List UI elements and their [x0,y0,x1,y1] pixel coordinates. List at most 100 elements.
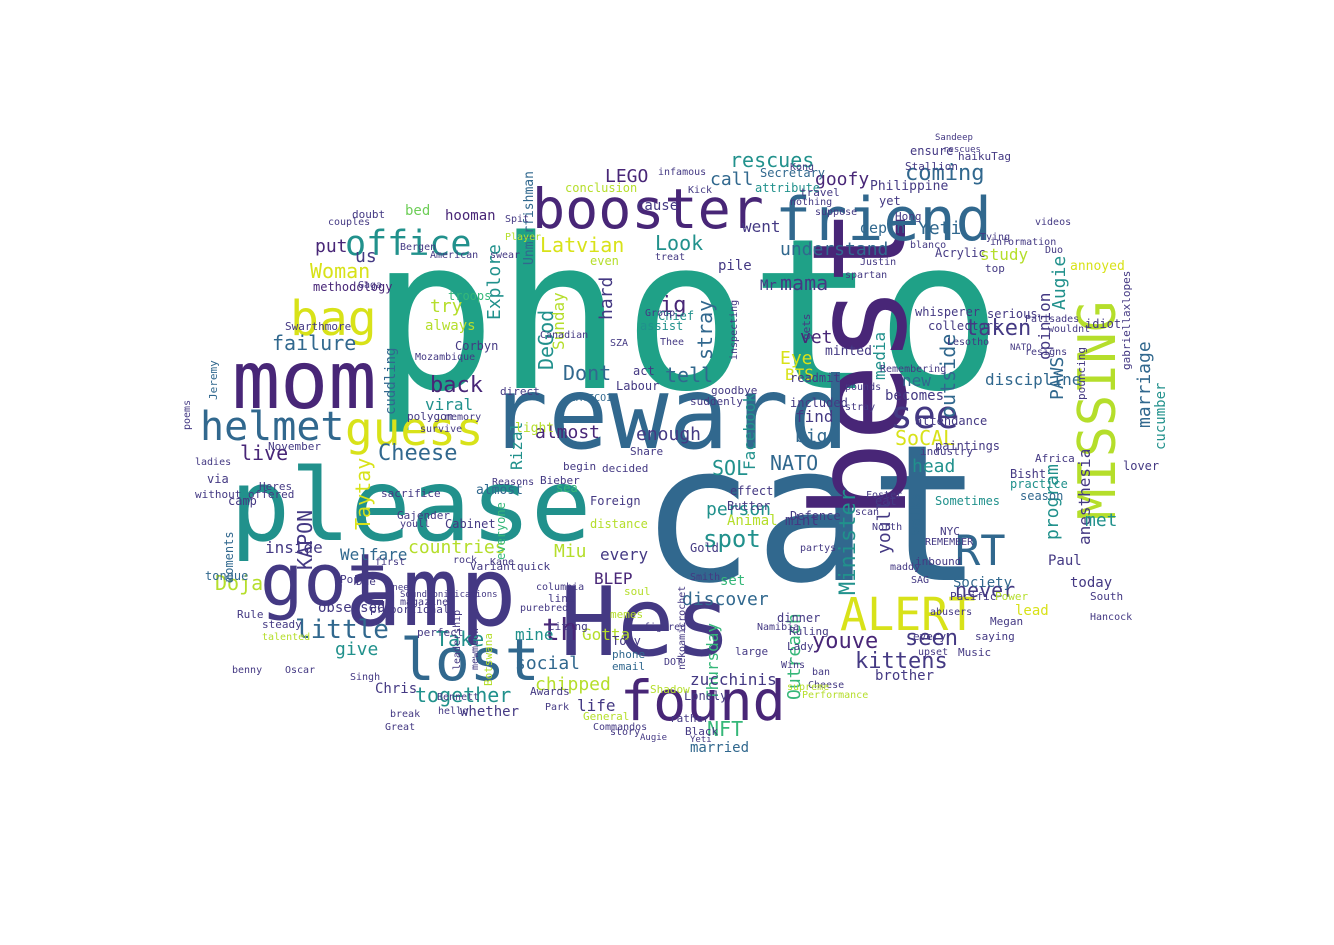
word-mama: mama [780,271,828,295]
word-even: even [590,254,619,268]
word-doubt: doubt [352,208,385,221]
word-pouncing: pouncing [1075,347,1088,400]
word-married: married [690,740,749,756]
word-explore: Explore [484,244,505,320]
word-reward: reward [488,355,849,472]
word-rescues: rescues [730,148,814,172]
word-put: put [315,236,348,257]
word-enough: enough [636,424,701,445]
word-commandos: Commandos [593,722,647,733]
word-steady: steady [262,618,302,631]
word-whisperer: whisperer [915,305,980,319]
word-light: light [515,421,554,436]
word-spot: spot [703,525,761,553]
word-ban: ban [812,667,830,678]
word-found: found [620,669,786,733]
word-rizal: Rizal [507,422,526,470]
word-spartan: spartan [845,270,887,281]
word-secretary: Secretary [760,166,825,180]
word-office: office [345,224,471,264]
word-abusers: abusers [930,607,972,618]
word-inside: inside [265,538,323,557]
word-discover: discover [682,589,769,610]
word-nothing: nothing [790,197,832,208]
word-together: together [415,683,511,707]
word-live: live [240,441,288,465]
word-treat: treat [655,252,685,263]
word-mom: mom [232,334,377,427]
word-pile: pile [718,258,752,274]
word-tongue: tongue [205,569,248,583]
word-dot: DOT [664,657,682,668]
word-little: little [295,615,389,645]
word-supreme: supreme [787,682,829,693]
word-knees: knees [387,583,414,593]
word-pop: Pop [340,573,360,586]
word-coming: coming [905,161,984,186]
word-couples: couples [328,217,370,228]
word-sandeep: Sandeep [935,133,973,143]
word-alert: ALERT [840,588,975,641]
word-stray: stray [845,402,875,413]
word-begin: begin [563,460,596,473]
word-everyone: everyone [494,502,508,560]
word-soul: soul [624,585,651,598]
word-never: never [955,578,1015,602]
word-tell: tell [665,363,713,387]
word-set: set [720,573,745,589]
word-corbyn: Corbyn [455,339,498,353]
word-missing: MISSING [1068,301,1128,520]
word-vet: vet [800,327,833,348]
word-nyc: NYC [940,525,960,538]
word-south: South [1090,590,1123,603]
word-ladies: ladies [195,457,231,468]
word-assist: assist [640,319,683,333]
word-saying: saying [975,630,1015,643]
word-cuddling: cuddling [383,348,399,415]
word-hong: Hong [895,210,922,223]
word-outside: outside [936,334,960,418]
word-videos: videos [1035,217,1071,228]
word-swarthmore: Swarthmore [285,320,351,333]
word-every: every [913,630,946,643]
word-thee: Thee [660,337,684,348]
word-swear: swear [490,250,520,261]
word-seen: seen [905,626,958,651]
word-viral: viral [425,395,473,414]
word-readmit: readmit [790,371,841,385]
word-chipped: chipped [535,674,611,695]
word-whether: whether [460,704,519,720]
word-gajender: Gajender [397,509,450,522]
word-understand: understand [780,239,888,260]
word-yet: yet [879,194,901,208]
word-soundsonifications: SoundSonifications [400,590,498,600]
word-perfect: perfect [417,626,463,639]
word-catecoin: CATECOIN [570,393,618,404]
word-scan: scan [855,507,879,518]
word-partys: partys [800,543,836,554]
word-went: went [742,217,781,236]
word-sunday: Sunday [549,292,568,350]
word-included: included [790,396,848,410]
word-chief: Chief [658,309,694,323]
word-hancock: Hancock [1090,612,1132,623]
word-please: please [230,447,591,564]
word-practice: practice [1010,477,1068,491]
word-moments: moments [222,531,236,582]
word-namibia: Namibia [757,622,799,633]
word-best: best [784,207,936,520]
word-socal: SoCAL [895,426,955,450]
word-yeti: Yeti [690,735,712,745]
word-decided: decided [602,462,648,475]
word-us: us [355,246,377,267]
word-always: always [425,318,476,334]
word-every: every [600,545,649,564]
word-inspecting: inspecting [729,300,740,360]
word-bed: bed [405,203,430,219]
word-bieber: Bieber [540,474,580,487]
word-annoyed: annoyed [1070,259,1125,274]
word-rt: RT [955,526,1006,575]
word-rock: rock [453,555,477,566]
word-citing: citing [548,620,588,633]
